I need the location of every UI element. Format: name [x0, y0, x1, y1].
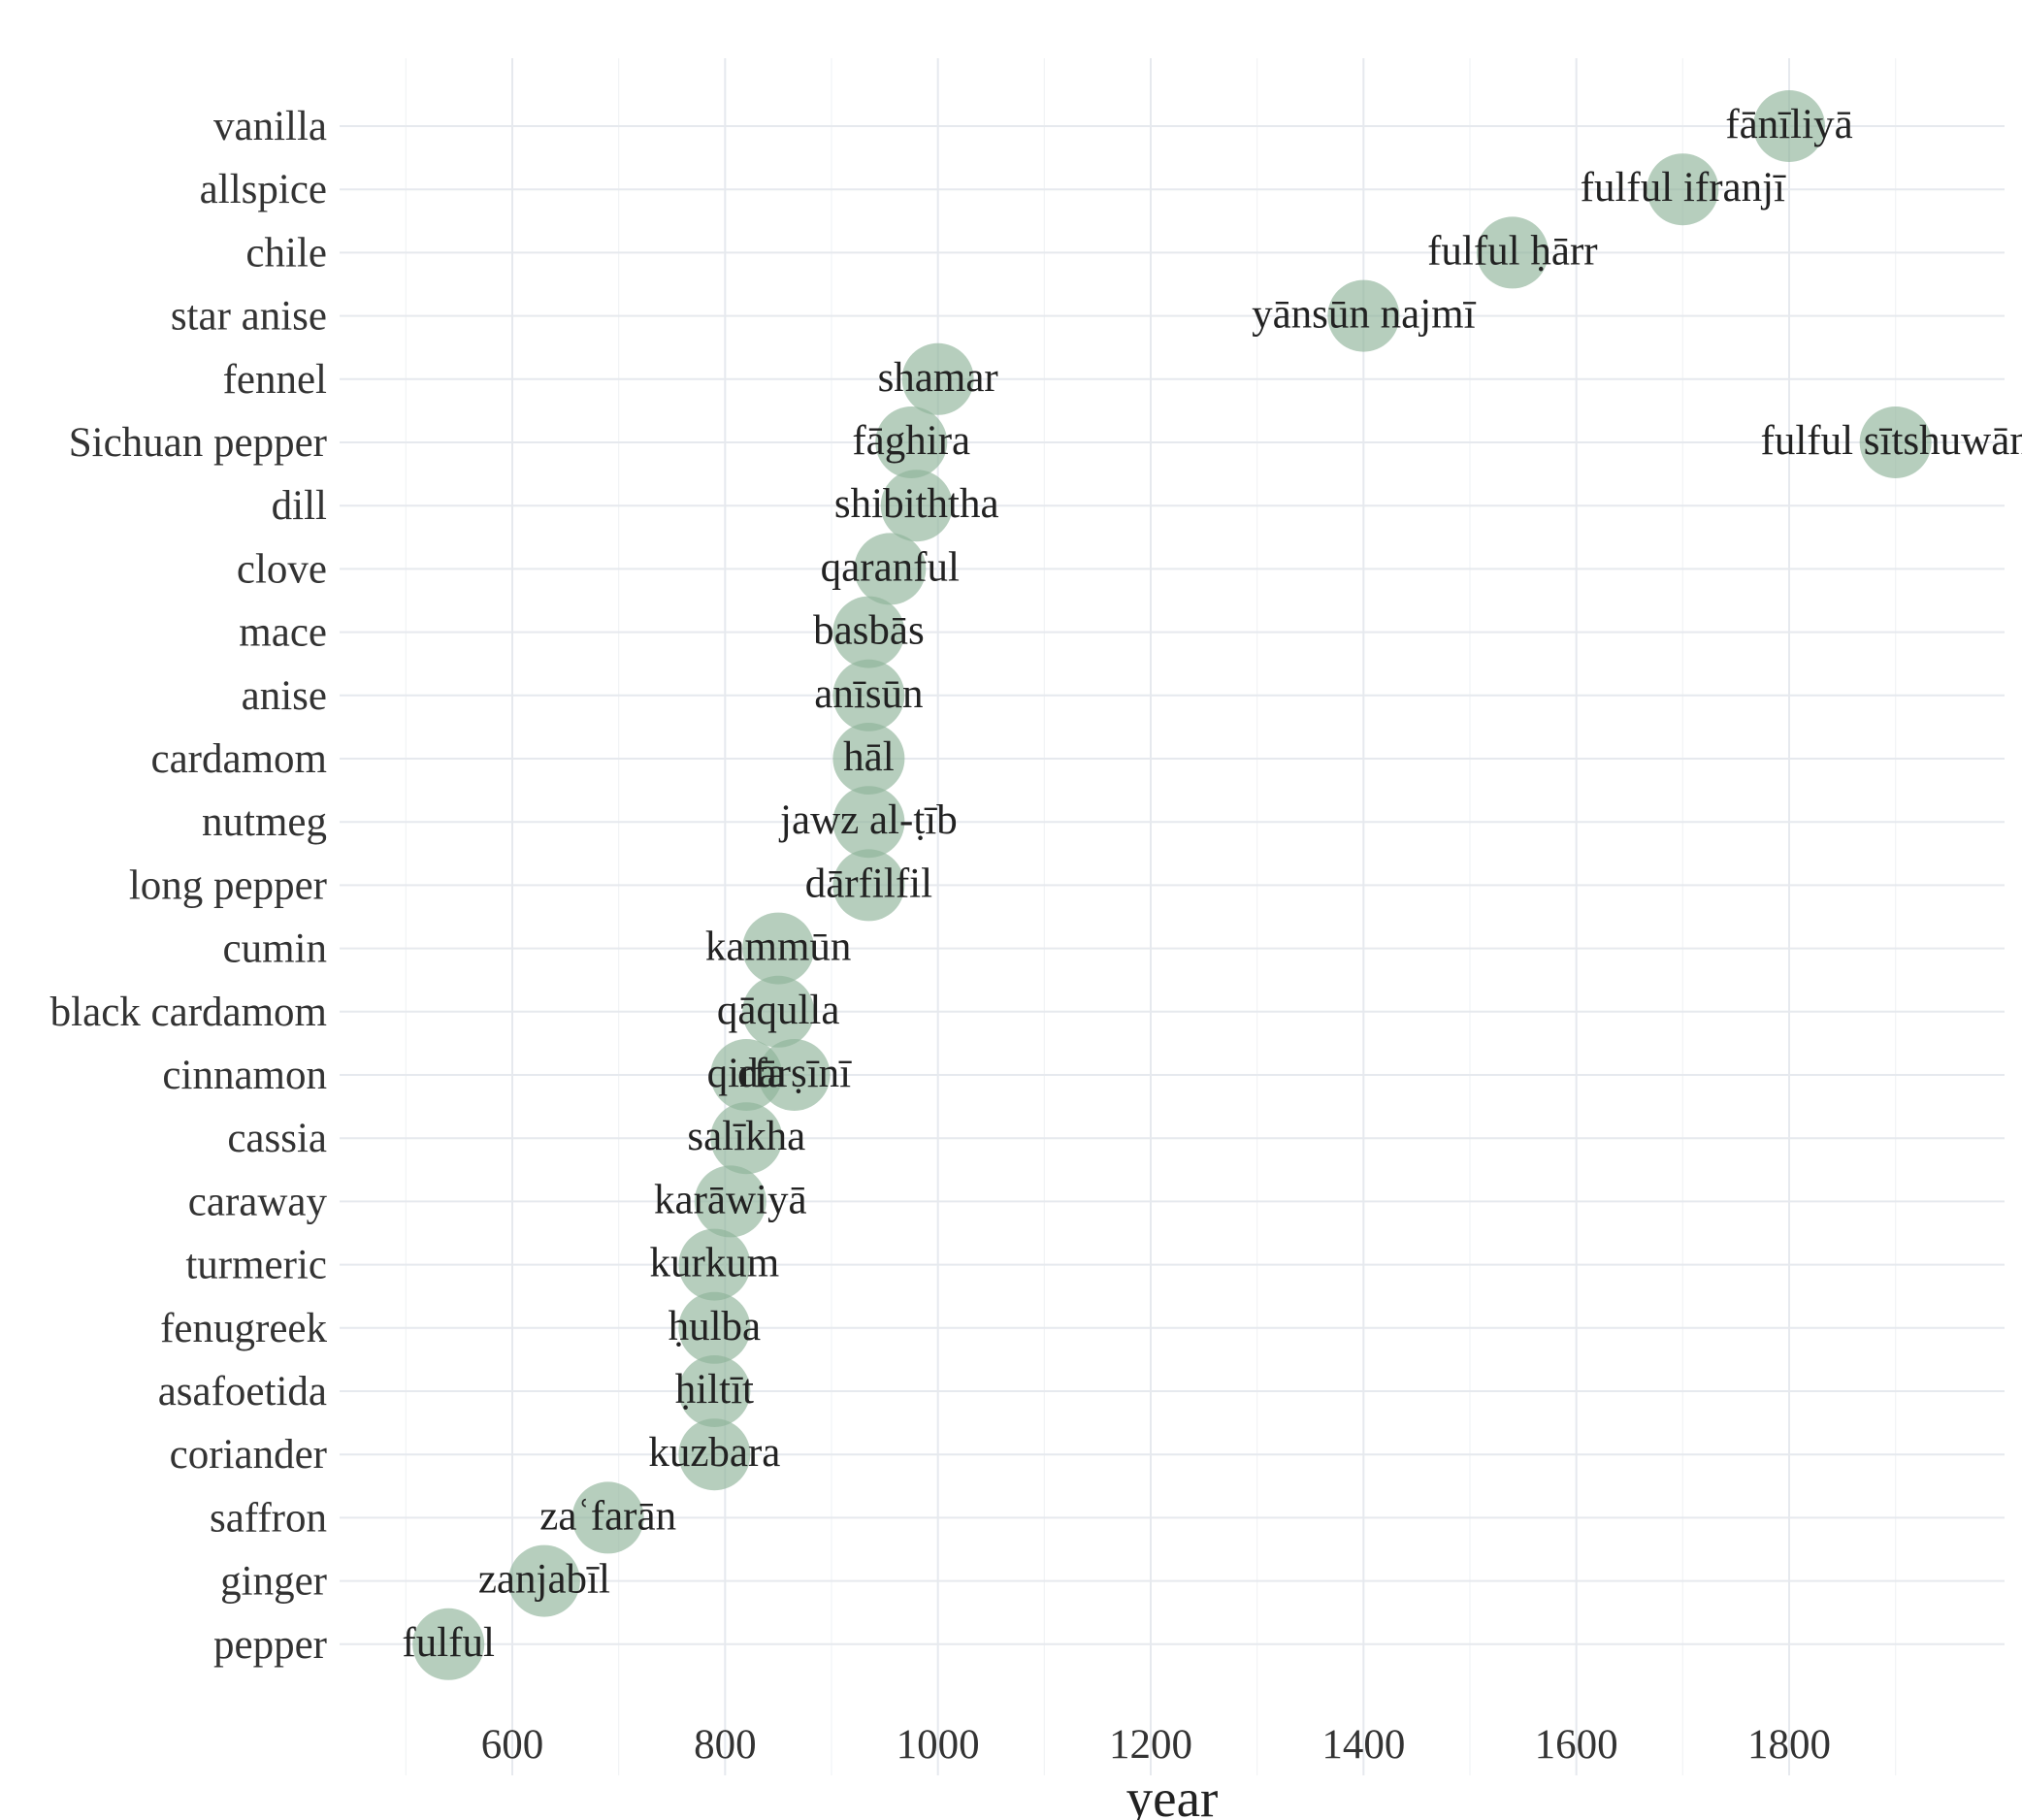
data-label: karāwiyā — [654, 1177, 807, 1222]
data-point — [832, 786, 905, 859]
y-tick-label: cassia — [227, 1116, 327, 1161]
data-label: anīsūn — [814, 671, 923, 717]
data-point — [507, 1544, 580, 1617]
x-tick-label: 1200 — [1109, 1722, 1192, 1768]
data-point — [694, 1165, 766, 1238]
y-tick-label: Sichuan pepper — [69, 420, 327, 466]
y-axis: vanilla allspice chile star anise fennel Sich… — [50, 104, 328, 1668]
y-tick-label: dill — [272, 483, 327, 529]
y-tick-label: allspice — [200, 167, 327, 212]
y-tick-label: saffron — [210, 1495, 327, 1541]
data-label: shibiththa — [834, 481, 999, 527]
data-point — [678, 1418, 751, 1491]
data-label: dārṣīnī — [737, 1051, 852, 1096]
data-points — [412, 90, 1932, 1680]
data-point — [742, 975, 815, 1048]
x-tick-label: 1400 — [1321, 1722, 1405, 1768]
x-tick-label: 1800 — [1747, 1722, 1831, 1768]
data-point — [678, 1355, 751, 1427]
x-axis: 600 800 1000 1200 1400 1600 1800 — [481, 1722, 1831, 1768]
data-point — [678, 1228, 751, 1301]
data-label: kuzbara — [648, 1430, 780, 1476]
data-label: fānīliyā — [1725, 102, 1852, 147]
data-point — [678, 1291, 751, 1364]
data-label: fulful ifranjī — [1581, 165, 1786, 211]
data-point — [1327, 279, 1400, 352]
data-label: ḥulba — [669, 1304, 762, 1349]
data-label: ḥiltīt — [675, 1367, 754, 1413]
data-point — [742, 912, 815, 985]
y-tick-label: vanilla — [213, 104, 327, 149]
data-point — [901, 342, 974, 415]
data-label: zanjabīl — [478, 1557, 610, 1603]
data-label: kammūn — [705, 925, 851, 970]
y-tick-label: coriander — [170, 1432, 327, 1478]
y-tick-label: black cardamom — [50, 990, 327, 1035]
data-point — [412, 1608, 485, 1680]
data-point — [1859, 406, 1932, 478]
y-tick-label: cinnamon — [162, 1053, 327, 1098]
data-point — [832, 596, 905, 668]
data-label: fulful — [402, 1620, 495, 1666]
data-label: qaranful — [821, 544, 960, 590]
data-point — [710, 1102, 783, 1175]
data-point — [1753, 90, 1825, 162]
data-label: qirfa — [707, 1051, 786, 1096]
y-tick-label: star anise — [171, 294, 327, 340]
data-label: basbās — [813, 608, 925, 654]
y-tick-label: nutmeg — [202, 799, 327, 845]
y-tick-label: asafoetida — [158, 1369, 327, 1414]
data-point — [832, 849, 905, 922]
x-axis-title: year — [1126, 1769, 1219, 1820]
y-tick-label: fenugreek — [160, 1306, 327, 1351]
grid — [340, 58, 2005, 1775]
data-point — [1476, 216, 1549, 289]
y-tick-label: mace — [239, 610, 327, 656]
data-label: salīkha — [687, 1114, 805, 1159]
data-label: qāqulla — [717, 988, 840, 1033]
data-point — [571, 1481, 644, 1554]
data-label: fulful ḥārr — [1427, 228, 1598, 274]
y-tick-label: pepper — [213, 1622, 327, 1668]
data-label: hāl — [843, 734, 895, 780]
data-label: fāghira — [852, 418, 970, 464]
x-tick-label: 800 — [694, 1722, 757, 1768]
y-tick-label: anise — [242, 673, 327, 719]
y-tick-label: turmeric — [185, 1243, 327, 1288]
data-point — [832, 659, 905, 731]
data-label: zaʿfarān — [539, 1493, 676, 1539]
x-tick-label: 1000 — [897, 1722, 980, 1768]
data-label: kurkum — [649, 1241, 779, 1286]
data-point — [854, 533, 927, 605]
y-tick-label: ginger — [220, 1559, 327, 1605]
data-label: fulful sītshuwān — [1761, 418, 2022, 464]
y-tick-label: fennel — [223, 357, 327, 403]
y-tick-label: clove — [237, 546, 327, 592]
y-tick-label: cardamom — [151, 736, 327, 782]
x-tick-label: 600 — [481, 1722, 544, 1768]
data-point — [1647, 153, 1719, 226]
data-labels: fānīliyā fulful ifranjī fulful ḥārr yānsūn … — [402, 102, 2022, 1666]
y-tick-label: chile — [245, 230, 327, 276]
data-label: dārfilfil — [805, 861, 932, 906]
data-point — [875, 406, 948, 478]
data-point — [880, 470, 953, 542]
y-tick-label: long pepper — [129, 862, 327, 908]
data-label: jawz al-ṭīb — [778, 797, 958, 843]
y-tick-label: caraway — [188, 1179, 328, 1224]
data-point — [832, 723, 905, 795]
y-tick-label: cumin — [223, 926, 327, 972]
data-label: yānsūn najmī — [1252, 292, 1477, 338]
data-label: shamar — [878, 355, 998, 401]
data-point — [758, 1039, 831, 1111]
x-tick-label: 1600 — [1535, 1722, 1618, 1768]
